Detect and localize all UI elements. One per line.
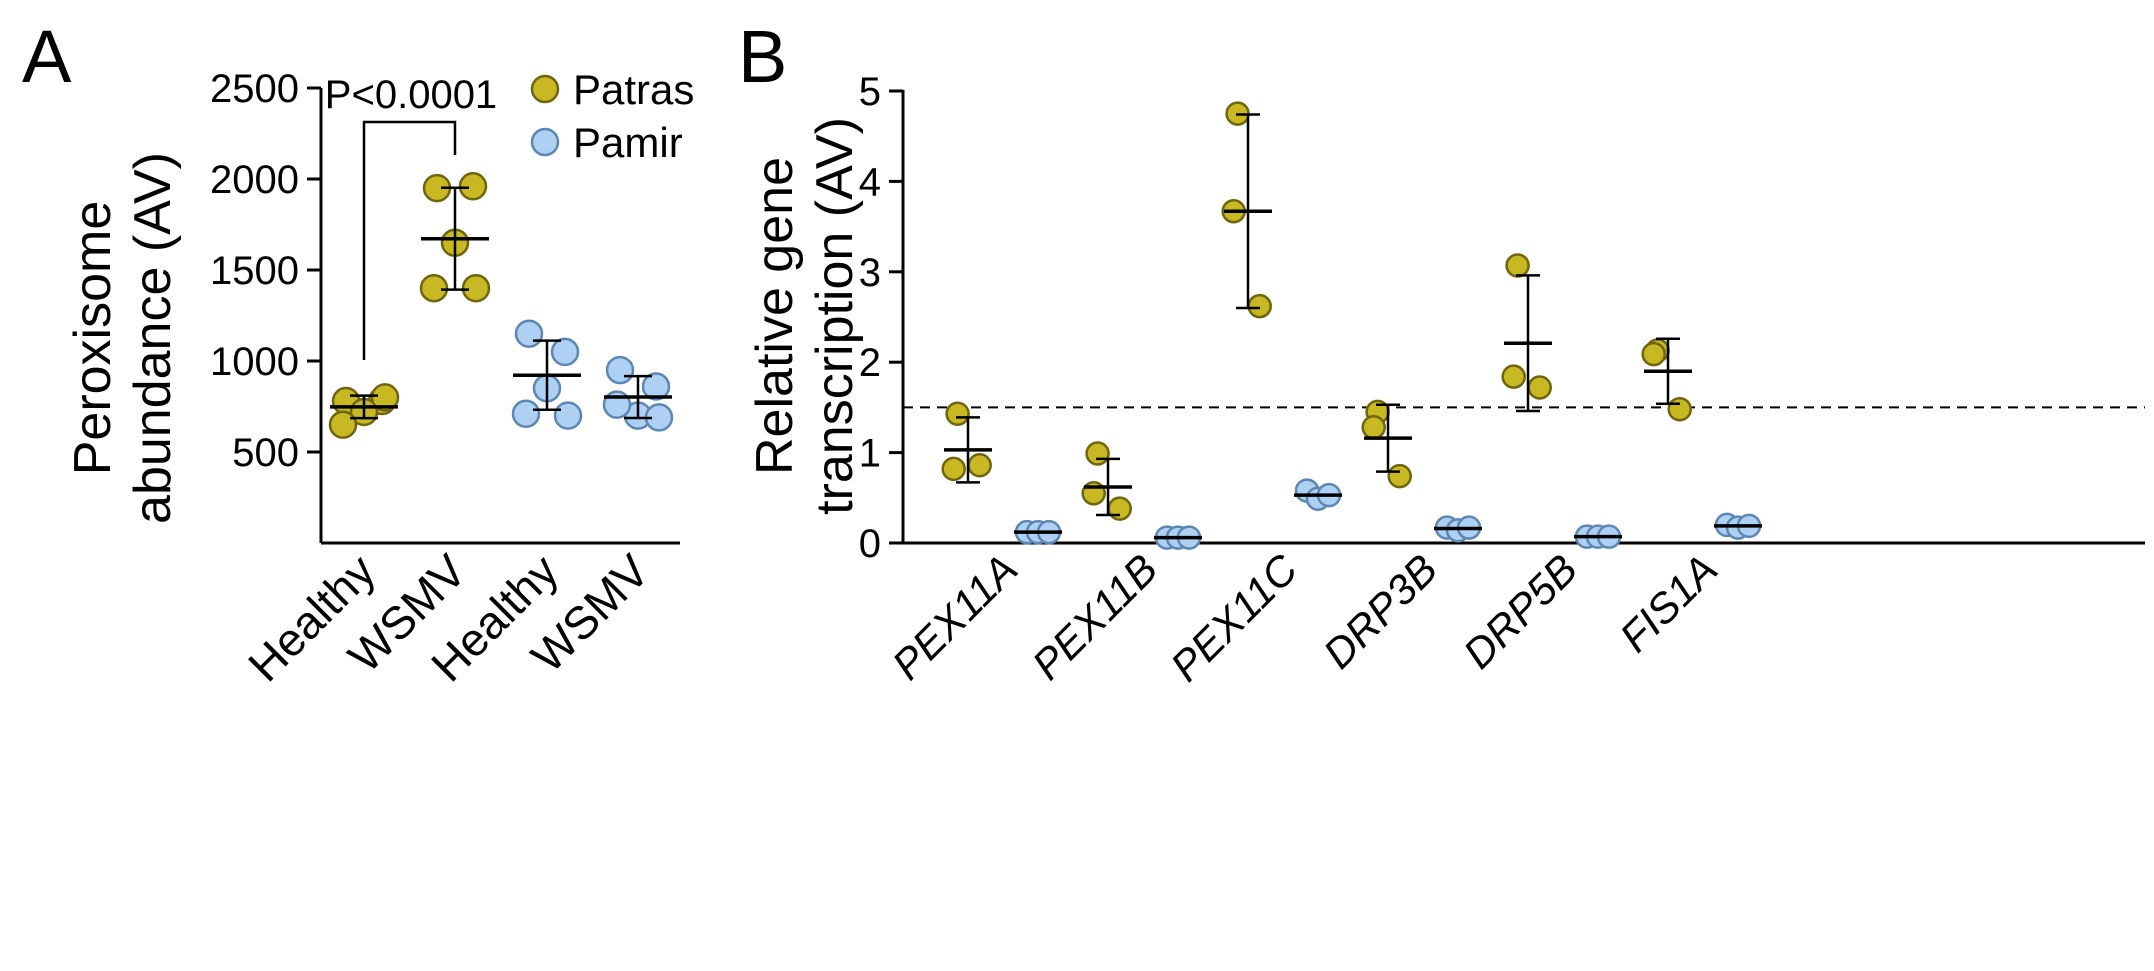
legend-patras-marker [530,74,560,104]
panel-a-y-ticks: 500 1000 1500 2000 2500 [210,67,321,475]
panel-a-point [461,273,491,303]
panel-a-significance-bracket: P<0.0001 [325,73,497,360]
panel-b-group [1574,524,1622,549]
panel-a-point [511,399,541,429]
panel-a-ylabel-line2: abundance (AV) [124,152,182,524]
panel-b-group [1221,101,1272,319]
panel-b-point [941,456,966,482]
panel-a-group [602,355,674,432]
panel-a: A Peroxisome abundance (AV) 500 1000 1500 2… [22,15,694,691]
panel-b: B Relative gene transcription (AV) 0 1 2 3 4… [738,15,2145,690]
panel-b-y-tick-label: 4 [859,160,881,204]
panel-a-point [605,355,635,385]
panel-a-point [370,383,400,412]
panel-a-y-tick-label: 2000 [210,158,299,202]
panel-b-group [1154,525,1202,550]
panel-b-group [1641,337,1692,422]
panel-b-y-tick-label: 2 [859,341,881,385]
panel-a-y-tick-label: 1500 [210,249,299,293]
panel-a-p-value: P<0.0001 [325,73,497,117]
panel-a-point [458,172,488,201]
panel-a-data-marks [328,172,674,439]
panel-b-point [1641,341,1666,367]
panel-b-point [1667,396,1692,422]
panel-a-y-tick-label: 2500 [210,67,299,111]
panel-a-point [419,273,449,303]
panel-b-group [941,401,992,484]
panel-b-point [967,453,992,478]
panel-a-y-tick-label: 500 [232,431,299,475]
panel-b-ylabel-line2: transcription (AV) [806,117,864,515]
panel-b-y-tick-label: 1 [859,432,881,476]
panel-b-letter: B [738,15,787,98]
panel-b-x-label: PEX11A [883,545,1026,688]
panel-a-group [328,383,400,439]
panel-a-letter: A [22,15,72,98]
panel-b-point [1361,415,1386,440]
panel-b-point [1107,496,1132,521]
legend-pamir-marker [530,127,560,157]
panel-b-group [1361,399,1412,489]
panel-b-x-label: PEX11C [1161,545,1306,690]
panel-b-y-ticks: 0 1 2 3 4 5 [859,70,903,566]
panel-b-point [945,401,970,426]
panel-b-x-label: DRP5B [1454,545,1586,677]
panel-b-group [1714,512,1762,540]
panel-b-point [1501,364,1526,389]
legend-patras-label: Patras [573,66,694,113]
panel-b-point [1247,293,1272,319]
panel-a-point [328,410,358,439]
panel-b-point [1085,441,1110,466]
panel-a-ylabel-line1: Peroxisome [64,201,122,476]
panel-b-y-tick-label: 3 [859,251,881,295]
panel-a-point [553,401,583,430]
panel-b-x-label: PEX11B [1023,545,1166,688]
panel-a-point [514,319,544,348]
panel-b-group [1501,253,1552,413]
panel-b-point [1527,375,1552,400]
panel-b-y-tick-label: 0 [859,522,881,566]
panel-b-point [1505,253,1530,278]
legend-pamir-label: Pamir [573,119,683,166]
panel-a-point [641,372,671,401]
panel-b-ylabel-line1: Relative gene [746,157,804,475]
panel-b-data-marks [941,101,1762,550]
panel-a-point [550,337,580,367]
panel-b-group [1081,441,1132,521]
panel-b-x-label: FIS1A [1611,545,1727,661]
panel-a-y-tick-label: 1000 [210,340,299,384]
panel-b-group [1434,515,1482,543]
panel-a-legend: Patras Pamir [530,66,694,166]
panel-b-x-label: DRP3B [1314,545,1446,677]
panel-b-point [1387,463,1412,489]
panel-b-y-tick-label: 5 [859,70,881,114]
panel-b-group [1014,519,1062,545]
panel-b-group [1294,478,1342,511]
panel-a-group [419,172,491,303]
panel-a-group [511,319,583,430]
